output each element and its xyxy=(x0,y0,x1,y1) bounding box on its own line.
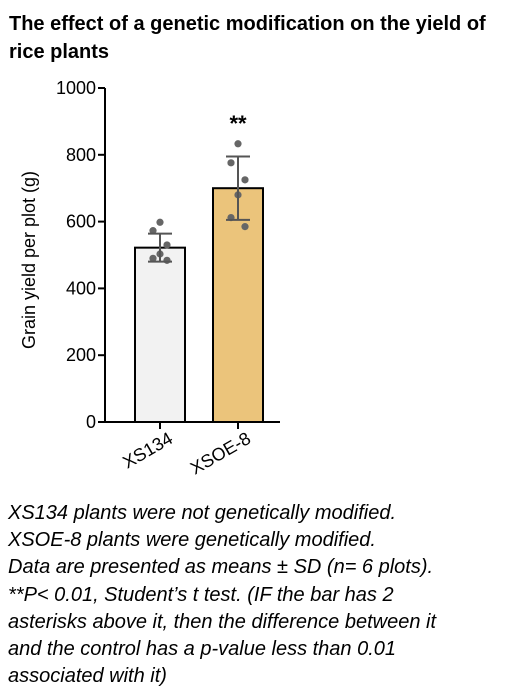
caption-line-1: XS134 plants were not genetically modifi… xyxy=(8,502,397,524)
y-tick-label: 200 xyxy=(66,345,96,365)
data-point xyxy=(227,159,235,167)
y-tick-label: 800 xyxy=(66,145,96,165)
caption-line-7: associated with it) xyxy=(8,665,167,688)
bar-chart: 0 200 400 600 800 1000 Grain yield per plot (g… xyxy=(19,78,280,478)
data-point xyxy=(149,227,157,235)
data-point xyxy=(149,254,157,262)
caption-line-6: and the control has a p-value less than … xyxy=(8,638,397,661)
caption-line-2: XSOE-8 plants were genetically modified. xyxy=(8,529,376,552)
y-tick-label: 0 xyxy=(86,412,96,432)
x-tick-label: XSOE-8 xyxy=(187,428,254,478)
x-tick-label: XS134 xyxy=(119,428,176,472)
data-point xyxy=(156,218,164,226)
bar-xsoe-8 xyxy=(212,187,264,423)
data-point xyxy=(163,256,171,264)
caption-line-4: **P< 0.01, Student’s t test. (IF the bar… xyxy=(8,583,394,606)
data-point xyxy=(241,176,249,184)
plot-area: 0 200 400 600 800 1000 Grain yield per plot (g… xyxy=(19,78,280,478)
data-point xyxy=(241,223,249,231)
significance-marker: ** xyxy=(229,111,247,136)
y-tick-label: 1000 xyxy=(56,78,96,98)
y-tick-label: 400 xyxy=(66,278,96,298)
y-tick-label: 600 xyxy=(66,212,96,232)
figure-caption: XS134 plants were not genetically modifi… xyxy=(8,500,508,690)
data-point xyxy=(234,140,242,148)
caption-line-5: asterisks above it, then the difference … xyxy=(8,610,437,633)
y-axis-label: Grain yield per plot (g) xyxy=(19,171,39,349)
chart-title: The effect of a genetic modification on … xyxy=(9,13,486,63)
bar-xs134 xyxy=(134,246,186,423)
caption-line-3: Data are presented as means ± SD (n= 6 p… xyxy=(8,556,434,579)
data-point xyxy=(163,241,171,249)
